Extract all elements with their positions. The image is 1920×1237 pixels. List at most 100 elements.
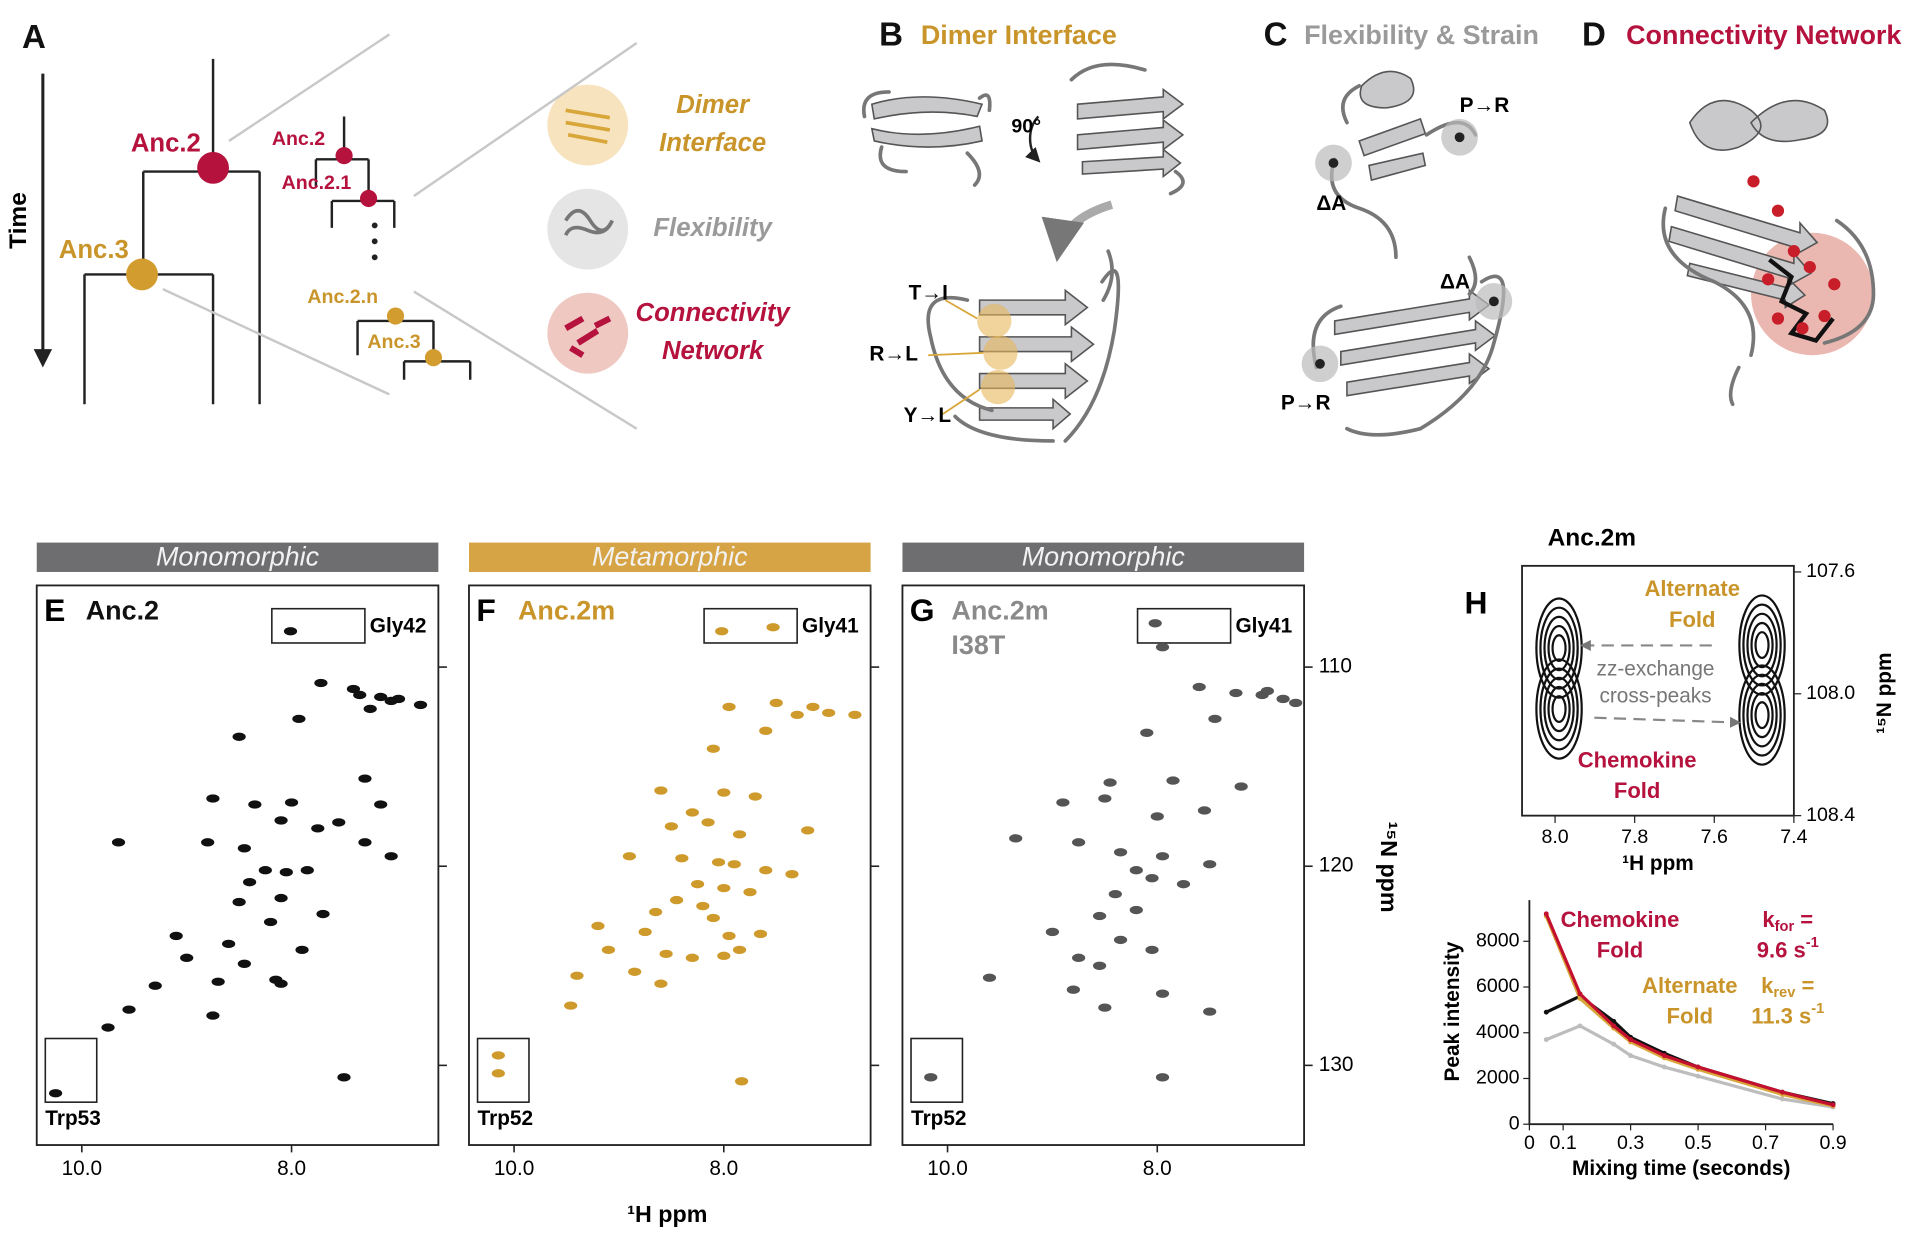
peak bbox=[180, 953, 194, 962]
y-tick-label: 2000 bbox=[1476, 1067, 1520, 1089]
x-tick-label: 0.1 bbox=[1550, 1132, 1577, 1154]
x-tick-label: 7.6 bbox=[1701, 826, 1728, 848]
peak bbox=[384, 696, 398, 706]
peak bbox=[1072, 953, 1086, 962]
rate-symbol: k bbox=[1761, 973, 1774, 998]
box-label: Trp53 bbox=[45, 1107, 101, 1130]
annotation: Alternate bbox=[1644, 576, 1740, 601]
rate-unit: s bbox=[1793, 937, 1805, 962]
peak bbox=[222, 939, 236, 949]
peak bbox=[654, 786, 668, 795]
legend-swatch bbox=[547, 292, 629, 374]
peak bbox=[337, 1073, 351, 1082]
rate-value: 9.6 bbox=[1757, 937, 1788, 962]
panel-d-layout bbox=[1661, 99, 1876, 407]
x-tick-label: 0.9 bbox=[1819, 1132, 1846, 1154]
peak bbox=[696, 901, 710, 911]
peak bbox=[766, 623, 780, 632]
panel-letter: B bbox=[879, 17, 903, 54]
panel-letter: E bbox=[44, 592, 65, 628]
plot-frame bbox=[468, 584, 872, 1146]
y-tick-label: 0 bbox=[1509, 1112, 1520, 1134]
peak bbox=[743, 887, 757, 897]
point bbox=[1543, 911, 1549, 917]
point bbox=[1628, 1053, 1634, 1059]
peak bbox=[1176, 879, 1191, 889]
annotation: Chemokine bbox=[1561, 907, 1680, 932]
x-tick-label: 8.0 bbox=[1541, 826, 1568, 848]
contour bbox=[1551, 695, 1567, 723]
peak bbox=[358, 774, 372, 783]
peak bbox=[685, 808, 699, 817]
point bbox=[1543, 1009, 1549, 1015]
peak bbox=[822, 708, 836, 718]
axis-label: ¹⁵N ppm bbox=[1376, 822, 1402, 913]
axis-label: ¹⁵N ppm bbox=[1873, 652, 1896, 733]
peak bbox=[654, 979, 668, 988]
peak bbox=[1208, 714, 1222, 724]
x-tick-label: 10.0 bbox=[494, 1157, 534, 1180]
rate-exponent: -1 bbox=[1806, 935, 1819, 951]
peak bbox=[1192, 682, 1206, 692]
rate-equals: = bbox=[1800, 907, 1813, 932]
annotation: cross-peaks bbox=[1599, 684, 1711, 707]
peak bbox=[169, 931, 183, 941]
series-line bbox=[1544, 915, 1834, 1108]
peak bbox=[1140, 728, 1154, 737]
peak bbox=[769, 698, 783, 708]
annotation: Fold bbox=[1597, 937, 1643, 962]
peak bbox=[690, 879, 705, 889]
panel-title: Flexibility & Strain bbox=[1304, 20, 1539, 50]
contour bbox=[1754, 701, 1770, 730]
point bbox=[1661, 1064, 1667, 1070]
plot-frame bbox=[901, 584, 1305, 1146]
y-tick-label: 120 bbox=[1319, 854, 1354, 877]
box-label: Gly41 bbox=[1236, 615, 1293, 638]
peak bbox=[1103, 778, 1117, 787]
peak bbox=[759, 866, 773, 875]
point bbox=[1695, 1064, 1701, 1070]
peak bbox=[622, 852, 637, 861]
contour bbox=[1535, 658, 1583, 760]
peak bbox=[664, 822, 678, 831]
annotation: Alternate bbox=[1642, 973, 1738, 998]
x-tick-label: 10.0 bbox=[927, 1157, 967, 1180]
y-tick-label: 107.6 bbox=[1806, 560, 1855, 582]
y-tick-label: 108.4 bbox=[1806, 804, 1855, 826]
contour bbox=[1543, 676, 1575, 742]
peak bbox=[1155, 989, 1170, 998]
peak bbox=[346, 684, 361, 694]
point bbox=[1780, 1096, 1785, 1102]
arrow bbox=[1594, 716, 1741, 728]
peak bbox=[284, 798, 299, 807]
peak bbox=[1155, 1073, 1170, 1082]
inset-box bbox=[1136, 607, 1232, 644]
node-label: Anc.2.1 bbox=[282, 172, 352, 194]
banner-label: Metamorphic bbox=[592, 542, 748, 572]
axis-label: Time bbox=[5, 192, 32, 249]
peak bbox=[727, 860, 741, 869]
point bbox=[1611, 1023, 1617, 1029]
peak bbox=[353, 690, 367, 700]
peak bbox=[715, 627, 729, 636]
rate-subscript: for bbox=[1775, 919, 1795, 935]
x-tick-label: 7.4 bbox=[1780, 826, 1807, 848]
peak bbox=[759, 726, 773, 735]
contour bbox=[1539, 667, 1579, 751]
peak bbox=[591, 921, 605, 931]
point bbox=[1661, 1053, 1667, 1059]
point bbox=[1577, 1023, 1583, 1029]
box-label: Trp52 bbox=[478, 1107, 534, 1130]
peak bbox=[732, 830, 747, 839]
mutation-label: ΔA bbox=[1316, 192, 1346, 215]
peak bbox=[1113, 848, 1128, 857]
peak bbox=[1148, 619, 1162, 628]
series-line bbox=[1544, 913, 1834, 1107]
contour bbox=[1742, 673, 1782, 757]
x-tick-label: 0 bbox=[1524, 1132, 1535, 1154]
y-tick-label: 4000 bbox=[1476, 1021, 1520, 1043]
peak bbox=[649, 907, 663, 917]
x-tick-label: 0.7 bbox=[1752, 1132, 1779, 1154]
peak bbox=[924, 1073, 938, 1082]
